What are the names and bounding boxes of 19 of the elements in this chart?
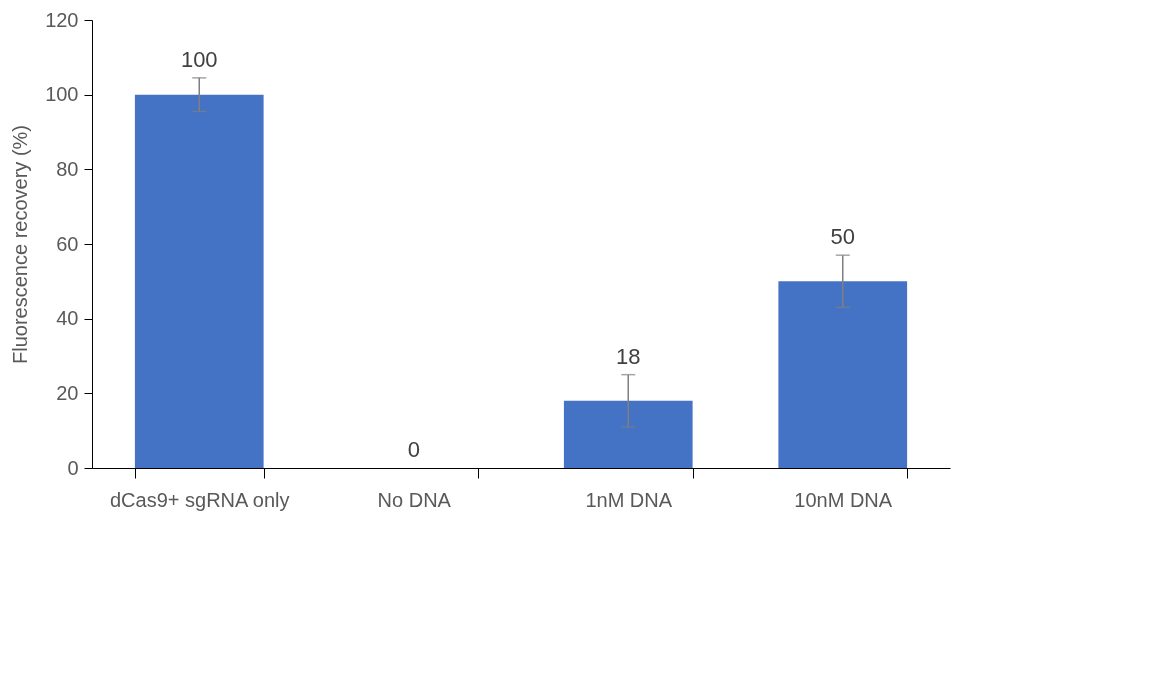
- data-label: 0: [407, 437, 420, 462]
- y-tick-label: 0: [67, 456, 79, 479]
- y-tick-label: 80: [56, 157, 79, 180]
- bar: [563, 400, 693, 468]
- data-label: 100: [180, 46, 218, 72]
- x-tick-label: No DNA: [377, 488, 452, 511]
- y-tick-label: 120: [45, 8, 79, 31]
- y-tick-label: 60: [56, 232, 79, 255]
- y-tick-label: 40: [56, 307, 79, 330]
- x-tick-label: dCas9+ sgRNA only: [109, 488, 290, 511]
- y-tick-label: 20: [56, 381, 79, 404]
- bar: [778, 281, 908, 468]
- data-label: 50: [830, 224, 855, 250]
- y-tick-label: 100: [45, 83, 79, 106]
- x-tick-label: 1nM DNA: [585, 488, 673, 511]
- y-axis-title: Fluorescence recovery (%): [9, 125, 32, 364]
- data-label: 18: [616, 343, 641, 369]
- x-tick-label: 10nM DNA: [794, 488, 893, 511]
- bar: [134, 94, 264, 468]
